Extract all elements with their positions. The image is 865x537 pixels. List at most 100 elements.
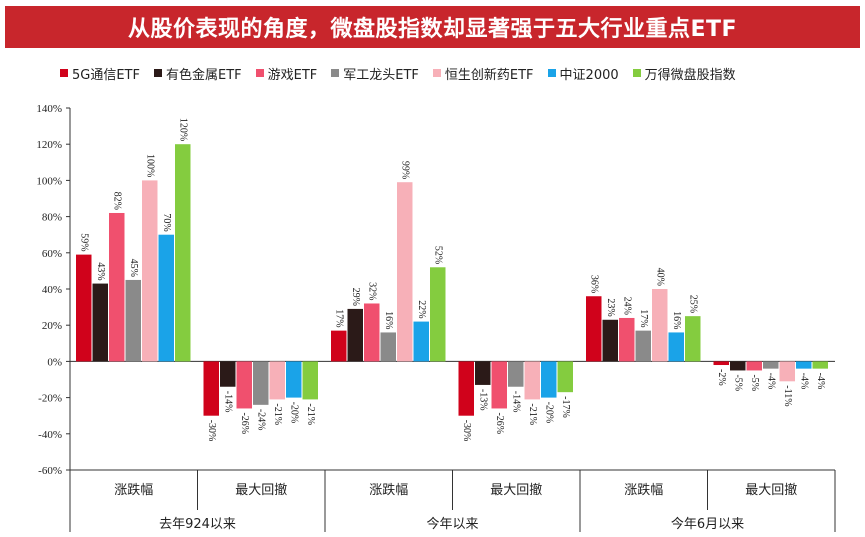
y-tick-label: 40% [42, 284, 62, 296]
data-label: -20% [288, 402, 299, 424]
data-label: 100% [144, 154, 155, 177]
y-tick-label: 140% [36, 103, 62, 115]
bar [668, 332, 684, 362]
data-label: 82% [111, 192, 122, 210]
bar [635, 330, 651, 362]
bar [491, 361, 507, 409]
bar [458, 361, 474, 416]
legend-label: 5G通信ETF [72, 67, 140, 83]
legend-item: 军工龙头ETF [331, 64, 419, 83]
data-label: -4% [815, 373, 826, 390]
bar [380, 332, 396, 362]
data-label: -20% [543, 402, 554, 424]
bar [175, 144, 191, 362]
data-label: 16% [671, 311, 682, 329]
bar [109, 212, 125, 362]
chart-legend: 5G通信ETF 有色金属ETF 游戏ETF 军工龙头ETF 恒生创新药ETF 中证2000… [60, 62, 736, 84]
bar [430, 267, 446, 362]
y-tick-label: 100% [36, 175, 62, 187]
bar [76, 254, 92, 362]
bar [685, 316, 701, 362]
data-label: -2% [716, 369, 727, 386]
legend-swatch [153, 69, 162, 77]
y-tick-label: -40% [38, 429, 62, 441]
legend-item: 恒生创新药ETF [432, 64, 534, 83]
data-label: 29% [350, 288, 361, 306]
chart-title: 从股价表现的角度，微盘股指数却显著强于五大行业重点ETF [5, 6, 860, 48]
legend-swatch [547, 69, 556, 77]
y-tick-label: -20% [38, 393, 62, 405]
bar [364, 303, 380, 362]
data-label: 59% [78, 233, 89, 251]
legend-label: 军工龙头ETF [343, 67, 419, 83]
bar [713, 361, 729, 366]
data-label: 25% [687, 295, 698, 313]
data-label: 40% [654, 268, 665, 286]
legend-swatch [632, 69, 641, 77]
legend-swatch [331, 69, 340, 77]
bar [779, 361, 795, 382]
category-label: 涨跌幅 [114, 482, 153, 498]
data-label: -26% [494, 412, 505, 434]
bar [269, 361, 285, 400]
category-label: 最大回撤 [490, 482, 542, 498]
legend-swatch [60, 69, 68, 77]
bar [746, 361, 762, 371]
category-label: 最大回撤 [235, 482, 287, 498]
bar [286, 361, 302, 398]
data-label: 36% [588, 275, 599, 293]
group-label: 今年6月以来 [671, 516, 744, 532]
bar [557, 361, 573, 393]
legend-label: 中证2000 [559, 67, 619, 83]
y-tick-label: 20% [42, 320, 62, 332]
data-label: -30% [461, 420, 472, 442]
bar [508, 361, 524, 387]
legend-item: 万得微盘股指数 [632, 64, 736, 83]
y-tick-label: 0% [47, 356, 62, 368]
data-label: 43% [95, 262, 106, 280]
data-label: 32% [366, 282, 377, 300]
data-label: 45% [128, 259, 139, 277]
bar [253, 361, 269, 405]
legend-swatch [255, 69, 264, 77]
group-label: 去年924以来 [159, 517, 236, 532]
bar [524, 361, 540, 400]
data-label: -14% [222, 391, 233, 413]
bar [236, 361, 252, 409]
group-label: 今年以来 [426, 516, 478, 532]
bar [796, 361, 812, 369]
data-label: 52% [432, 246, 443, 264]
data-label: -4% [765, 373, 776, 390]
bar [602, 319, 618, 362]
bar [125, 279, 141, 362]
legend-item: 中证2000 [547, 64, 619, 83]
legend-label: 游戏ETF [267, 67, 318, 83]
bar [413, 321, 429, 362]
bar [730, 361, 746, 371]
legend-label: 恒生创新药ETF [444, 67, 534, 83]
data-label: -5% [749, 374, 760, 391]
data-label: -5% [732, 374, 743, 391]
bar [619, 317, 635, 362]
data-label: -24% [255, 409, 266, 431]
bar [220, 361, 236, 387]
category-label: 最大回撤 [745, 482, 797, 498]
legend-item: 有色金属ETF [153, 64, 242, 83]
bar [397, 182, 413, 362]
data-label: 99% [399, 161, 410, 179]
data-label: -21% [527, 403, 538, 425]
category-label: 涨跌幅 [369, 482, 408, 498]
bar [475, 361, 491, 385]
data-label: -13% [477, 389, 488, 411]
data-label: 17% [333, 309, 344, 327]
bar [203, 361, 219, 416]
data-label: -26% [239, 412, 250, 434]
legend-label: 万得微盘股指数 [644, 67, 736, 83]
data-label: 70% [161, 213, 172, 231]
y-tick-label: 120% [36, 139, 62, 151]
y-tick-label: 80% [42, 212, 62, 224]
bar [652, 289, 668, 362]
data-label: 23% [605, 298, 616, 316]
data-label: -4% [798, 373, 809, 390]
